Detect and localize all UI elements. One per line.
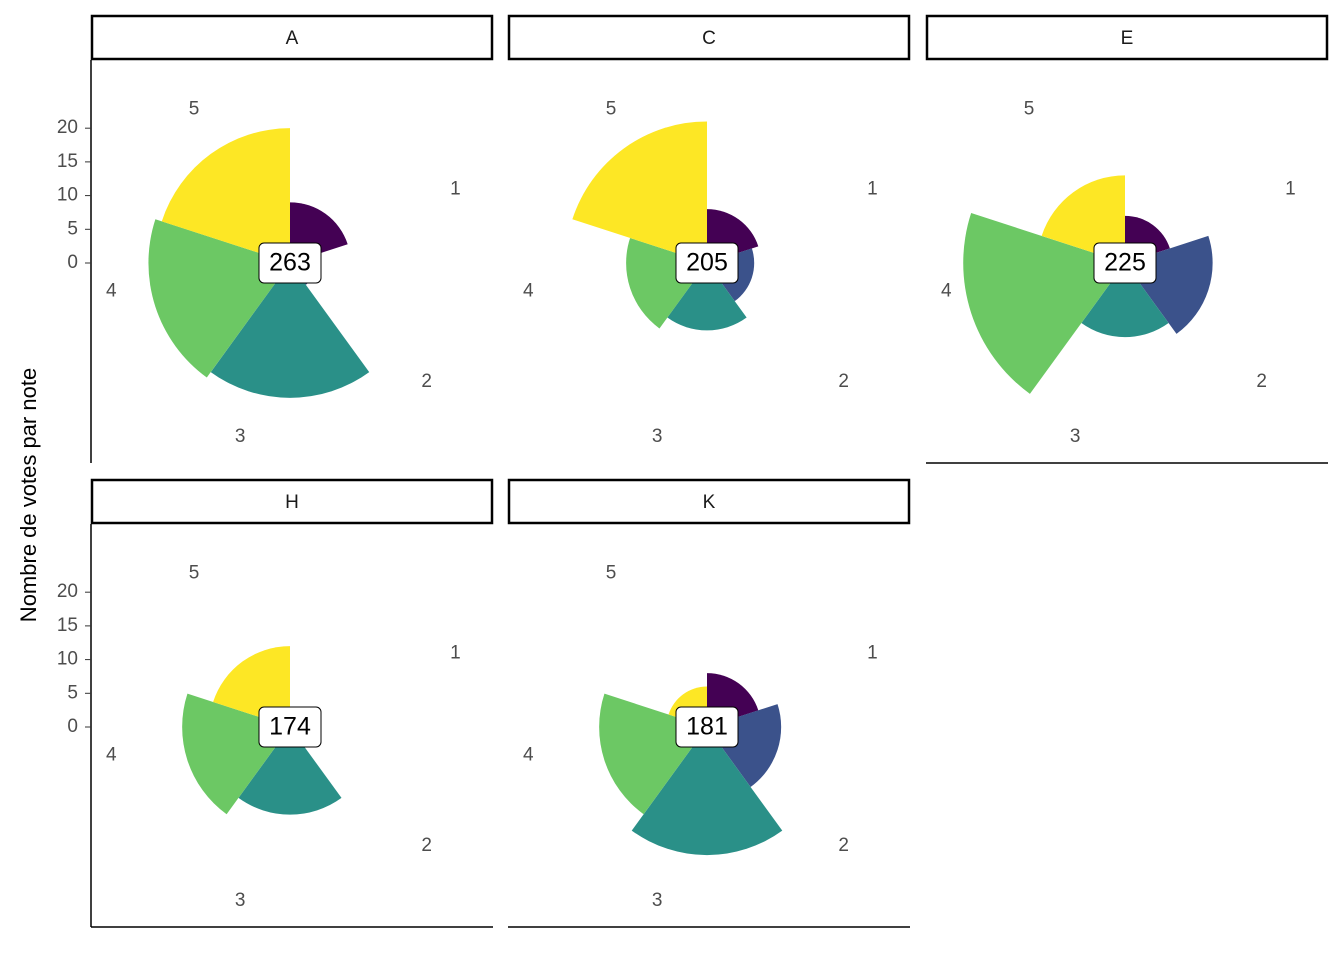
y-tick-label: 20 xyxy=(57,581,78,602)
y-tick-label: 5 xyxy=(67,682,78,703)
y-tick-label: 0 xyxy=(67,252,78,273)
category-label: 2 xyxy=(838,371,849,392)
category-label: 5 xyxy=(189,99,200,120)
category-label: 5 xyxy=(606,99,617,120)
category-label: 5 xyxy=(189,563,200,584)
wedge xyxy=(148,219,290,378)
facet-title: K xyxy=(703,492,716,513)
total-box xyxy=(675,706,739,748)
facet-title: C xyxy=(702,28,716,49)
category-label: 5 xyxy=(606,563,617,584)
category-label: 3 xyxy=(235,426,246,447)
category-label: 3 xyxy=(652,426,663,447)
y-tick-label: 10 xyxy=(57,185,78,206)
total-box xyxy=(258,242,322,284)
category-label: 4 xyxy=(941,280,952,301)
total-label: 181 xyxy=(686,713,728,741)
strip xyxy=(90,14,494,61)
wedge xyxy=(1041,175,1125,263)
category-label: 1 xyxy=(450,178,461,199)
category-label: 4 xyxy=(106,280,117,301)
y-tick-label: 15 xyxy=(57,615,78,636)
facet-title: A xyxy=(286,28,299,49)
category-label: 1 xyxy=(867,178,878,199)
wedge xyxy=(210,263,370,398)
y-tick-label: 15 xyxy=(57,151,78,172)
wedge xyxy=(238,727,342,815)
wedge xyxy=(572,121,707,263)
category-label: 1 xyxy=(1285,178,1296,199)
category-label: 2 xyxy=(1256,371,1267,392)
y-tick-label: 20 xyxy=(57,117,78,138)
total-label: 174 xyxy=(269,713,311,741)
total-box xyxy=(258,706,322,748)
total-box xyxy=(675,242,739,284)
category-label: 2 xyxy=(838,835,849,856)
total-label: 263 xyxy=(269,249,311,277)
wedge xyxy=(963,213,1125,394)
category-label: 2 xyxy=(421,835,432,856)
strip xyxy=(507,14,911,61)
total-label: 225 xyxy=(1104,249,1146,277)
strip xyxy=(925,14,1329,61)
y-axis-title: Nombre de votes par note xyxy=(16,368,41,622)
facet-title: E xyxy=(1121,28,1134,49)
category-label: 3 xyxy=(652,890,663,911)
strip xyxy=(507,478,911,525)
wedge xyxy=(1081,263,1169,338)
category-label: 3 xyxy=(1070,426,1081,447)
y-tick-label: 10 xyxy=(57,649,78,670)
category-label: 2 xyxy=(421,371,432,392)
category-label: 1 xyxy=(450,642,461,663)
category-label: 4 xyxy=(523,280,534,301)
wedge xyxy=(161,128,290,263)
category-label: 4 xyxy=(106,744,117,765)
total-label: 205 xyxy=(686,249,728,277)
y-tick-label: 5 xyxy=(67,218,78,239)
strip xyxy=(90,478,494,525)
category-label: 3 xyxy=(235,890,246,911)
category-label: 1 xyxy=(867,642,878,663)
facet-title: H xyxy=(285,492,299,513)
category-label: 4 xyxy=(523,744,534,765)
category-label: 5 xyxy=(1024,99,1035,120)
wedge xyxy=(631,727,783,856)
y-tick-label: 0 xyxy=(67,716,78,737)
wedge xyxy=(667,263,747,331)
total-box xyxy=(1093,242,1157,284)
